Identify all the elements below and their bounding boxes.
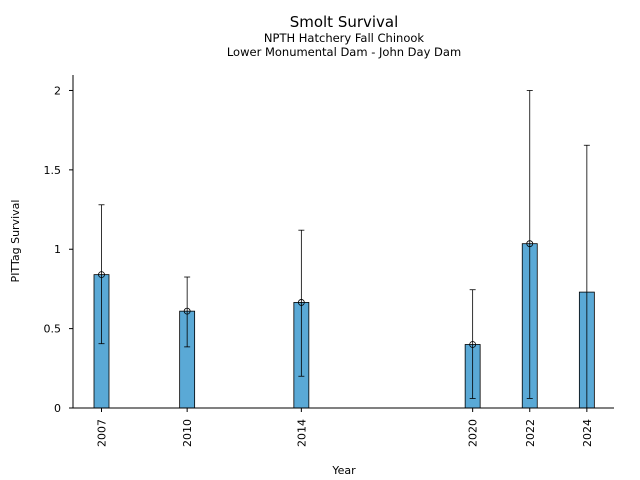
x-tick-label-2022: 2022	[524, 419, 537, 447]
point-marker-2014	[297, 299, 305, 306]
y-axis-label: PITTag Survival	[9, 200, 22, 283]
point-marker-2022	[526, 240, 534, 248]
chart-title: Smolt Survival	[289, 13, 399, 31]
x-axis-label: Year	[331, 464, 356, 477]
error-bar-2022	[526, 90, 533, 399]
error-bar-2014	[298, 229, 305, 377]
x-tick-label-2020: 2020	[467, 419, 480, 447]
y-tick-label-1.5: 1.5	[44, 164, 62, 177]
error-bar-2010	[184, 276, 191, 348]
error-bar-2007	[98, 204, 105, 345]
y-tick-label-0: 0	[54, 402, 61, 415]
chart-subtitle-line2: Lower Monumental Dam - John Day Dam	[226, 45, 462, 59]
point-marker-2007	[98, 271, 105, 279]
point-marker-2010	[183, 307, 191, 315]
x-tick-label-2010: 2010	[181, 419, 194, 447]
chart-subtitle-line1: NPTH Hatchery Fall Chinook	[263, 31, 425, 45]
y-tick-label-0.5: 0.5	[44, 323, 62, 336]
y-tick-label-2: 2	[54, 84, 61, 97]
error-bar-2020	[469, 289, 476, 399]
error-bar-2024	[583, 144, 590, 408]
point-marker-2020	[469, 341, 477, 348]
x-tick-label-2014: 2014	[295, 419, 308, 447]
y-tick-label-1: 1	[54, 243, 61, 256]
x-tick-label-2007: 2007	[96, 419, 109, 447]
x-tick-label-2024: 2024	[581, 419, 594, 447]
